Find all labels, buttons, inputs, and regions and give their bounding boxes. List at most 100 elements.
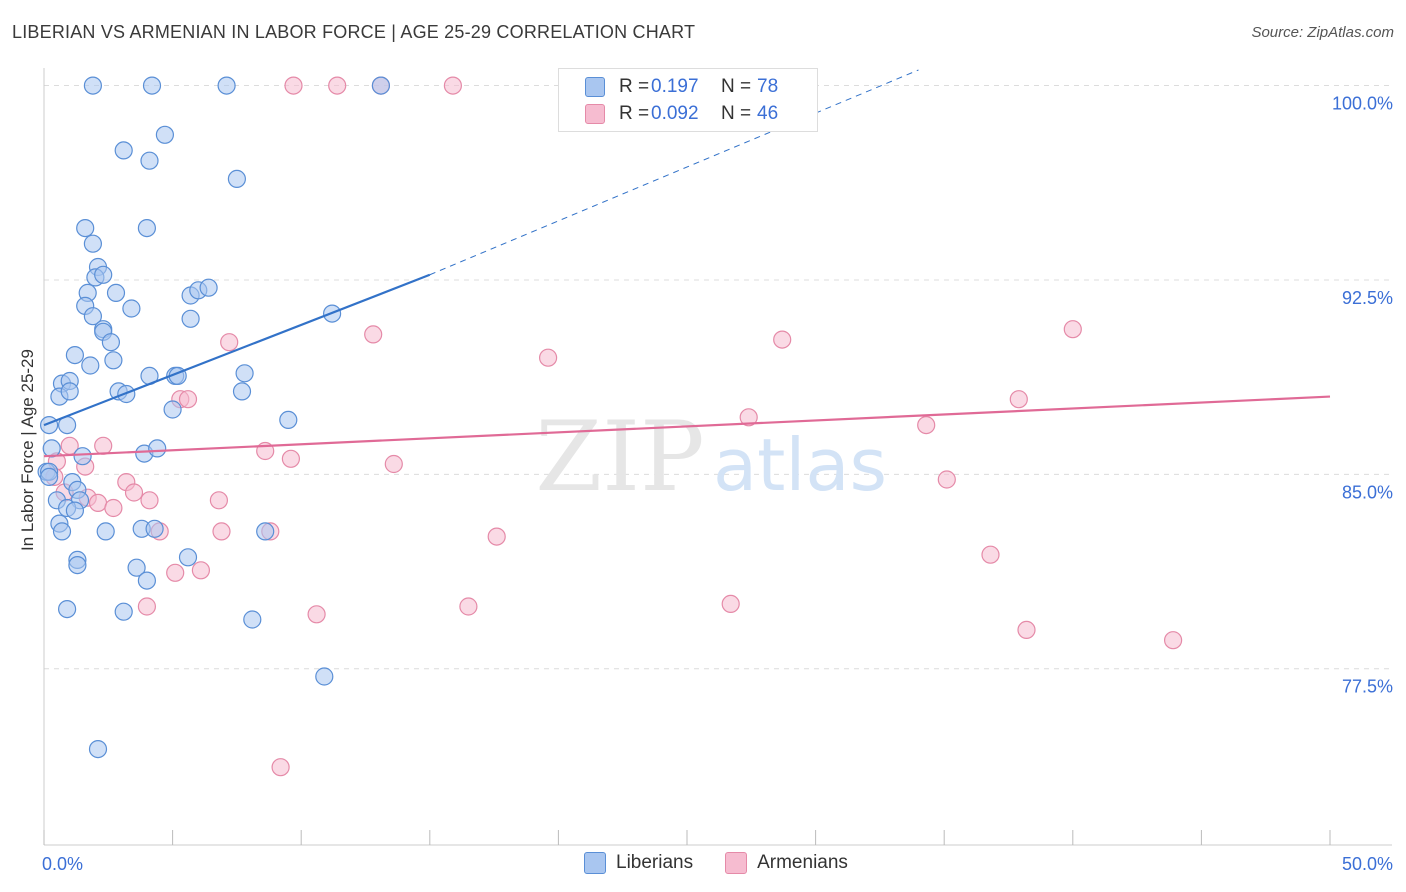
liberians-swatch-icon [585, 77, 605, 97]
point-armenians [178, 390, 198, 409]
point-armenians [1017, 620, 1036, 640]
r-value: 0.197 [651, 76, 699, 97]
point-liberians [101, 333, 121, 352]
y-tick-label: 77.5% [1342, 677, 1393, 697]
point-liberians [145, 519, 164, 538]
point-liberians [76, 219, 95, 238]
y-axis-label: In Labor Force | Age 25-29 [18, 349, 37, 551]
point-liberians [88, 739, 108, 759]
source-attribution: Source: ZipAtlas.com [1251, 24, 1394, 41]
point-armenians [94, 436, 113, 455]
watermark-atlas: atlas [713, 423, 887, 507]
point-liberians [106, 283, 126, 302]
watermark-zip: ZIP [535, 401, 704, 513]
point-armenians [140, 491, 159, 510]
point-armenians [88, 493, 108, 512]
point-liberians [65, 501, 85, 520]
point-armenians [209, 491, 228, 510]
y-tick-label: 85.0% [1342, 482, 1393, 502]
stats-legend: R = 0.197 N = 78 R = 0.092 N = 46 [558, 68, 818, 132]
point-armenians [721, 594, 740, 614]
axis-ticks [43, 830, 1331, 845]
point-armenians [137, 597, 156, 616]
point-armenians [281, 449, 300, 468]
x-tick-label: 0.0% [42, 854, 83, 874]
point-liberians [114, 602, 133, 621]
watermark: ZIP atlas [535, 401, 887, 513]
point-liberians [235, 364, 254, 383]
trend-line-armenians [43, 395, 1331, 458]
trend-lines [43, 69, 1331, 458]
point-armenians [1163, 631, 1183, 650]
point-armenians [328, 76, 347, 95]
n-label: N = [721, 103, 752, 124]
data-points [37, 76, 1183, 777]
r-label: R = [619, 103, 650, 124]
point-armenians [1009, 390, 1028, 409]
point-liberians [137, 571, 156, 590]
point-armenians [384, 454, 403, 474]
point-liberians [217, 76, 236, 95]
point-armenians [124, 483, 144, 502]
point-liberians [114, 141, 133, 160]
point-liberians [181, 309, 200, 328]
point-liberians [142, 76, 162, 95]
point-armenians [917, 416, 936, 435]
axes [43, 68, 1392, 846]
point-liberians [39, 467, 59, 486]
point-liberians [127, 558, 146, 577]
point-armenians [459, 597, 478, 616]
point-liberians [371, 76, 390, 95]
point-liberians [57, 599, 77, 619]
point-liberians [140, 151, 159, 170]
point-armenians [212, 522, 231, 541]
point-armenians [538, 348, 558, 367]
point-liberians [39, 416, 59, 435]
point-liberians [83, 76, 103, 95]
point-liberians [94, 265, 113, 284]
point-liberians [83, 234, 103, 253]
point-armenians [220, 333, 239, 352]
trend-line-liberians [43, 273, 431, 427]
point-liberians [96, 522, 115, 541]
point-liberians [227, 169, 246, 188]
point-liberians [65, 346, 85, 365]
point-liberians [68, 555, 87, 575]
legend-item-armenians[interactable]: Armenians [725, 852, 848, 874]
point-liberians [83, 307, 103, 326]
armenians-swatch-icon [585, 104, 605, 124]
point-liberians [315, 667, 334, 686]
point-liberians [122, 299, 141, 318]
legend-label-armenians: Armenians [757, 852, 848, 873]
point-armenians [981, 545, 1000, 564]
r-label: R = [619, 76, 650, 97]
trend-line-liberians-extension [429, 69, 919, 276]
point-liberians [155, 125, 174, 144]
point-liberians [42, 439, 61, 458]
point-armenians [937, 470, 956, 489]
point-armenians [1063, 320, 1082, 339]
y-axis-label-wrap: In Labor Force | Age 25-29 [16, 250, 40, 650]
point-armenians [443, 76, 462, 95]
point-liberians [199, 278, 218, 297]
point-liberians [73, 447, 92, 466]
y-tick-label: 92.5% [1342, 288, 1393, 308]
point-liberians [148, 439, 167, 458]
point-armenians [104, 498, 123, 518]
x-tick-label: 50.0% [1342, 854, 1393, 874]
stats-legend-row-armenians: R = 0.092 N = 46 [585, 101, 778, 127]
legend-item-liberians[interactable]: Liberians [584, 852, 693, 874]
point-liberians [256, 522, 275, 541]
n-value: 46 [757, 103, 779, 124]
stats-legend-row-liberians: R = 0.197 N = 78 [585, 74, 778, 100]
point-armenians [284, 76, 303, 95]
point-liberians [104, 351, 123, 370]
point-armenians [307, 605, 326, 624]
point-liberians [163, 400, 182, 419]
liberians-legend-icon [584, 852, 606, 874]
point-liberians [81, 356, 100, 375]
point-armenians [739, 408, 758, 427]
point-liberians [243, 610, 262, 629]
point-armenians [773, 330, 792, 349]
